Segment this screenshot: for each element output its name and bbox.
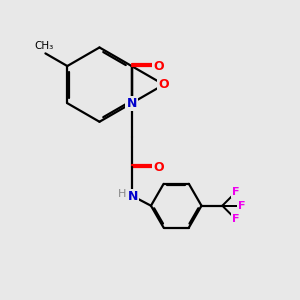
Text: N: N bbox=[127, 97, 137, 110]
Text: F: F bbox=[238, 201, 245, 211]
Text: O: O bbox=[158, 78, 169, 91]
Text: N: N bbox=[128, 190, 138, 203]
Text: O: O bbox=[153, 59, 164, 73]
Text: O: O bbox=[153, 160, 164, 174]
Text: H: H bbox=[118, 189, 126, 200]
Text: CH₃: CH₃ bbox=[34, 41, 54, 51]
Text: F: F bbox=[232, 187, 240, 197]
Text: F: F bbox=[232, 214, 240, 224]
